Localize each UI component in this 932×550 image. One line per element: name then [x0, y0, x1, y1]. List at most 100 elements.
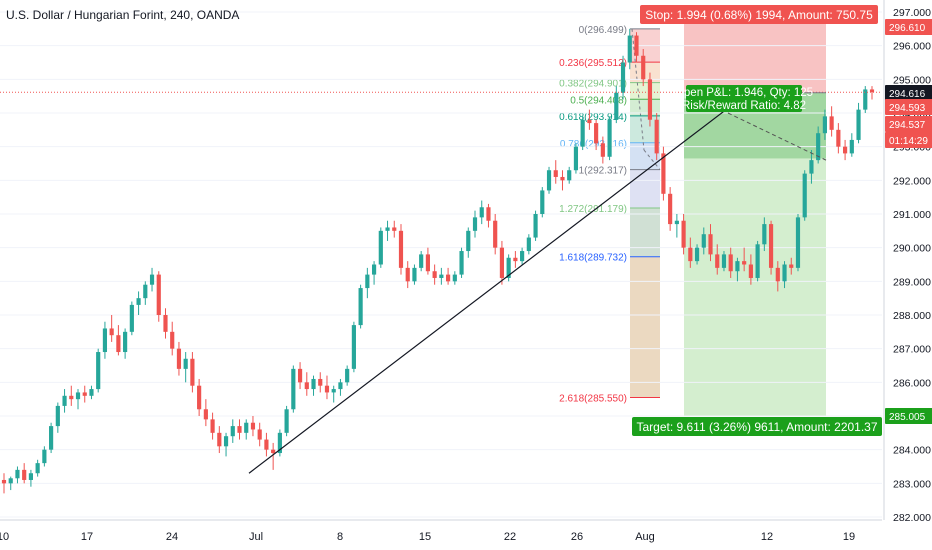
- candle-body: [567, 170, 572, 181]
- candle-body: [49, 426, 54, 450]
- price-flag: [885, 408, 932, 424]
- candle-body: [620, 62, 626, 93]
- candle-body: [331, 389, 336, 393]
- candle-body: [136, 298, 141, 305]
- candle-body: [829, 116, 834, 130]
- fib-level-label: 0(296.499): [579, 25, 627, 36]
- candle-body: [62, 395, 67, 406]
- candle-body: [412, 267, 417, 282]
- pnl-label-box: [686, 85, 802, 112]
- candle-body: [419, 254, 424, 268]
- price-flag-label: 294.593: [889, 103, 926, 114]
- candle-body: [499, 247, 505, 278]
- candle-body: [836, 129, 841, 147]
- time-tick-label: Jul: [249, 531, 263, 543]
- candle-body: [607, 119, 612, 157]
- price-tick-label: 282.000: [893, 512, 931, 524]
- position-labels: Stop: 1.994 (0.68%) 1994, Amount: 750.75…: [632, 5, 882, 436]
- candle-body: [721, 254, 727, 268]
- fib-level-label: 0.5(294.408): [570, 95, 627, 106]
- fib-level-label: 0.786(293.116): [560, 139, 627, 150]
- candle-body: [425, 254, 430, 272]
- target-label-text: Target: 9.611 (3.26%) 9611, Amount: 2201…: [636, 420, 877, 434]
- candle-body: [432, 271, 437, 278]
- candle-body: [863, 89, 868, 110]
- time-axis[interactable]: 10 17 24 Jul 8 15 22 26 Aug 12 19: [0, 519, 882, 543]
- candle-body: [580, 119, 585, 147]
- price-tick-label: 287.000: [893, 344, 931, 356]
- candle-body: [392, 227, 397, 231]
- candle-body: [446, 274, 451, 282]
- price-flag-label: 296.610: [889, 23, 926, 34]
- candle-body: [472, 217, 478, 231]
- candle-body: [75, 392, 81, 400]
- candle-body: [701, 234, 706, 248]
- candle-body: [143, 284, 148, 299]
- candle-body: [816, 133, 821, 161]
- candle-body: [842, 146, 848, 154]
- candle-body: [129, 304, 134, 332]
- candle-body: [661, 153, 666, 194]
- candle-body: [540, 190, 545, 214]
- fib-level-label: 1.618(289.732): [559, 253, 627, 264]
- candle-body: [304, 382, 309, 390]
- candle-body: [742, 261, 747, 265]
- candle-body: [600, 143, 605, 157]
- candle-body: [297, 368, 303, 383]
- price-flags: 296.610 294.616 294.593 294.537 01:14:29 285.…: [885, 19, 932, 424]
- price-flag-label: 01:14:29: [889, 136, 928, 147]
- candle-body: [553, 170, 558, 177]
- candle-body: [560, 176, 565, 181]
- candle-body: [338, 382, 343, 390]
- candle-body: [641, 55, 646, 80]
- symbol-title: U.S. Dollar / Hungarian Forint, 240, OAN…: [6, 8, 239, 22]
- candle-body: [257, 429, 262, 440]
- time-tick-label: 8: [337, 531, 343, 543]
- candle-body: [55, 405, 60, 427]
- candle-body: [735, 261, 740, 272]
- candle-body: [688, 247, 693, 262]
- candle-body: [203, 409, 208, 420]
- candle-body: [405, 267, 410, 282]
- candle-body: [869, 89, 875, 93]
- candle-body: [520, 251, 525, 262]
- candle-body: [22, 469, 27, 480]
- candle-body: [378, 230, 383, 265]
- price-axis[interactable]: 282.000283.000284.000285.000286.000287.0…: [883, 0, 932, 550]
- candle-body: [264, 439, 269, 450]
- price-flag-label: 294.616: [889, 89, 926, 100]
- price-tick-label: 295.000: [893, 74, 931, 86]
- candle-body: [782, 264, 787, 282]
- fib-level-label: 0.236(295.512): [559, 58, 627, 69]
- candle-body: [654, 119, 659, 154]
- price-tick-label: 297.000: [893, 7, 931, 19]
- time-tick-label: 10: [0, 531, 9, 543]
- candle-body: [197, 385, 202, 410]
- candle-body: [802, 173, 807, 218]
- candle-body: [230, 426, 235, 437]
- candle-body: [762, 224, 767, 245]
- candle-body: [170, 331, 175, 349]
- candle-body: [324, 385, 330, 393]
- candle-body: [371, 264, 377, 275]
- candle-body: [183, 358, 188, 369]
- candle-body: [244, 422, 249, 433]
- candle-body: [318, 378, 323, 386]
- fib-trend-line: [643, 149, 661, 170]
- price-tick-label: 284.000: [893, 445, 931, 457]
- candle-body: [668, 193, 673, 225]
- fib-level-label: 0.382(294.901): [559, 79, 627, 90]
- candle-body: [385, 227, 390, 231]
- stop-label-text: Stop: 1.994 (0.68%) 1994, Amount: 750.75: [645, 8, 873, 22]
- price-flag-label: 294.537: [889, 120, 926, 131]
- time-tick-label: 12: [761, 531, 773, 543]
- candle-body: [311, 378, 316, 390]
- time-tick-label: 15: [419, 531, 431, 543]
- candle-body: [627, 35, 632, 63]
- candle-body: [291, 368, 296, 410]
- candle-body: [768, 224, 774, 268]
- candle-body: [573, 146, 579, 171]
- price-tick-label: 289.000: [893, 276, 931, 288]
- fib-band: [630, 207, 660, 257]
